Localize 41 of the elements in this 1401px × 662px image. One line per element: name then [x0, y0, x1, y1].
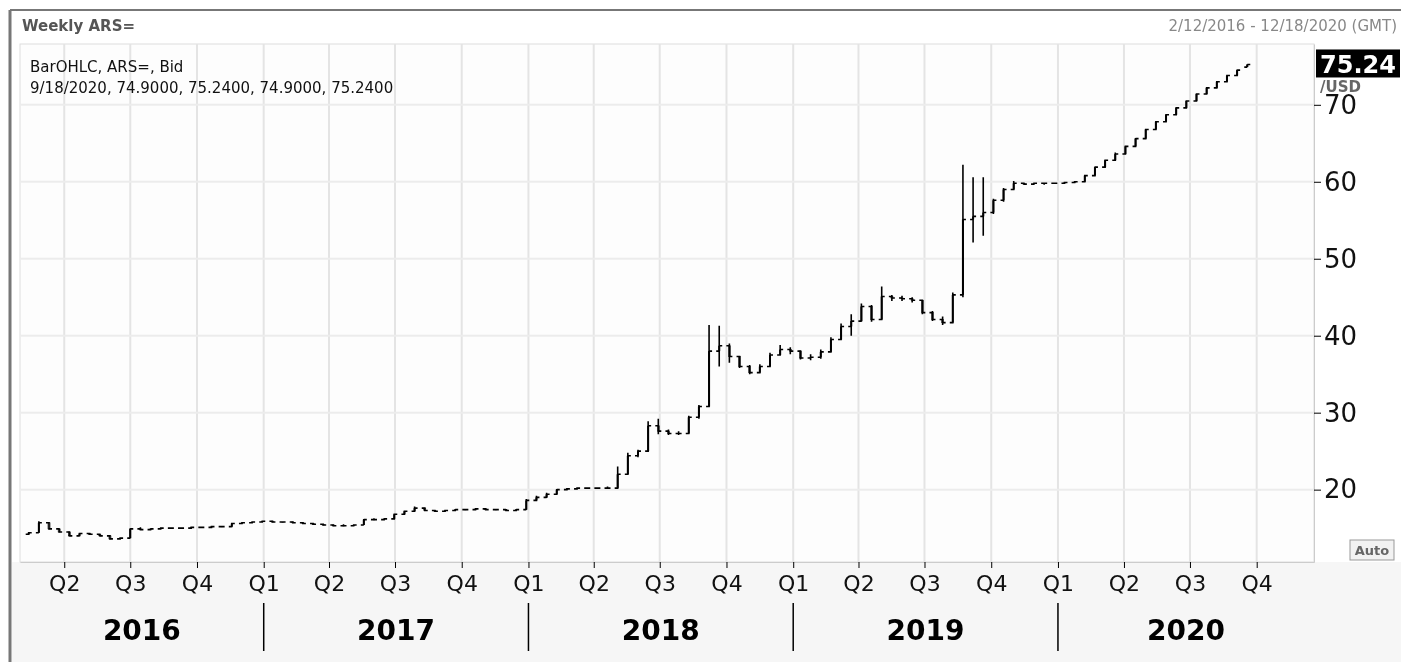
x-tick-label: Q3 — [909, 570, 941, 596]
y-tick-label: 50 — [1324, 243, 1358, 274]
x-tick-label: Q1 — [778, 570, 810, 596]
chart-title: Weekly ARS= — [22, 17, 136, 35]
x-tick-label: Q1 — [248, 570, 280, 596]
y-tick-label: 40 — [1324, 320, 1358, 351]
auto-button: Auto — [1349, 539, 1395, 561]
x-tick-label: Q4 — [181, 570, 214, 596]
candlestick — [45, 521, 53, 531]
x-tick-label: Q3 — [644, 570, 676, 596]
text: 2018 — [621, 614, 700, 647]
x-tick-label: Q3 — [115, 570, 147, 596]
x-tick-label: Q4 — [711, 570, 743, 596]
candlestick — [65, 530, 74, 538]
x-tick-label: Q4 — [446, 570, 478, 596]
x-tick-label: Q1 — [1042, 570, 1075, 596]
candlestick — [106, 534, 114, 541]
candlestick — [796, 349, 805, 361]
candlestick — [745, 364, 754, 375]
x-tick-label: Q2 — [578, 570, 610, 596]
x-tick-label: Q2 — [1108, 570, 1141, 596]
y-tick-label: 30 — [1324, 397, 1358, 428]
chart-subtitle: 2/12/2016 - 12/18/2020 (GMT) — [1168, 17, 1397, 35]
x-tick-label: Q4 — [1241, 570, 1273, 596]
annotation: 9/18/2020, 74.9000, 75.2400, 74.9000, 75.2400 — [30, 79, 394, 97]
x-tick-label: Q3 — [379, 570, 412, 596]
x-tick-label: Q2 — [49, 570, 81, 596]
y-tick-label: 60 — [1324, 166, 1358, 197]
annotation: BarOHLC, ARS=, Bid — [30, 58, 184, 76]
text: 2016 — [102, 614, 181, 647]
x-tick-label: Q2 — [843, 570, 875, 596]
x-tick-label: Q3 — [1174, 570, 1207, 596]
x-tick-label: Q1 — [513, 570, 545, 596]
x-tick-label: Q2 — [313, 570, 346, 596]
candlestick — [938, 315, 947, 326]
text: 2020 — [1147, 614, 1225, 647]
text: 75.24 — [1320, 51, 1396, 80]
x-tick-label: Q4 — [976, 570, 1008, 596]
text: 2019 — [886, 614, 965, 647]
y-tick-label: 20 — [1324, 474, 1358, 505]
text: 2017 — [357, 614, 436, 647]
